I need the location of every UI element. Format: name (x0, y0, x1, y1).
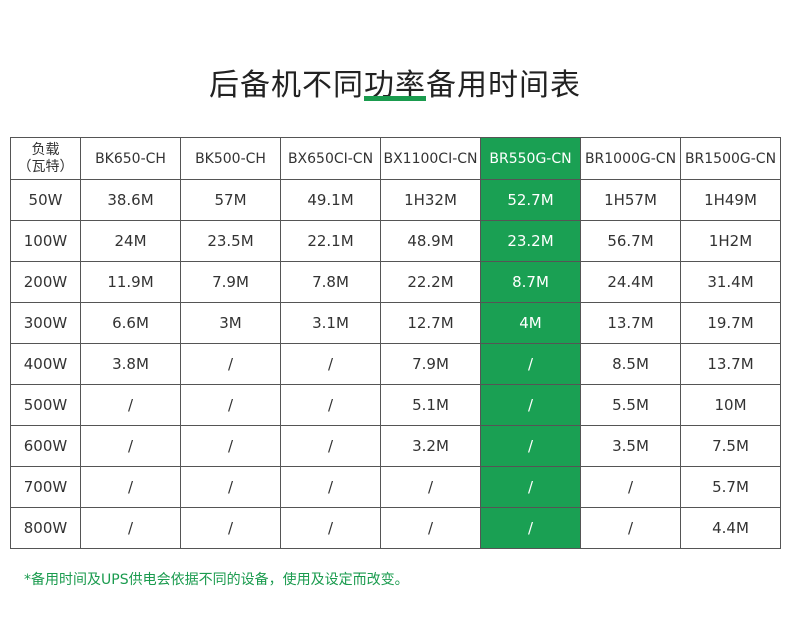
runtime-cell: 5.5M (580, 384, 681, 426)
runtime-cell-highlighted: 52.7M (480, 179, 581, 221)
load-cell: 400W (10, 343, 81, 385)
runtime-cell: 1H32M (380, 179, 481, 221)
runtime-cell-highlighted: / (480, 384, 581, 426)
table-row: 800W / / / / //4.4M (10, 507, 781, 549)
runtime-cell: 19.7M (680, 302, 781, 344)
runtime-cell: / (580, 507, 681, 549)
runtime-cell: 7.9M (180, 261, 281, 303)
runtime-cell-highlighted: / (480, 507, 581, 549)
runtime-cell: 7.9M (380, 343, 481, 385)
runtime-cell: 49.1M (280, 179, 381, 221)
runtime-cell: 3.8M (80, 343, 181, 385)
model-header: BK650-CH (80, 137, 181, 180)
load-cell: 300W (10, 302, 81, 344)
runtime-cell: / (280, 466, 381, 508)
runtime-cell-highlighted: 23.2M (480, 220, 581, 262)
runtime-cell: / (180, 384, 281, 426)
runtime-cell-highlighted: 8.7M (480, 261, 581, 303)
runtime-cell: 7.5M (680, 425, 781, 467)
runtime-cell: / (180, 466, 281, 508)
load-cell: 50W (10, 179, 81, 221)
runtime-cell: / (180, 343, 281, 385)
runtime-cell: 57M (180, 179, 281, 221)
runtime-cell: 22.2M (380, 261, 481, 303)
table-header-row: 负载 （瓦特） BK650-CH BK500-CH BX650CI-CN BX1… (10, 137, 781, 180)
runtime-cell: 6.6M (80, 302, 181, 344)
runtime-cell: 1H57M (580, 179, 681, 221)
runtime-cell: / (80, 507, 181, 549)
load-cell: 100W (10, 220, 81, 262)
runtime-cell: / (280, 343, 381, 385)
model-header: BR1000G-CN (580, 137, 681, 180)
runtime-cell: / (280, 425, 381, 467)
load-cell: 200W (10, 261, 81, 303)
table-row: 600W / //3.2M/3.5M 7.5M (10, 425, 781, 467)
load-header-line1: 负载 (31, 141, 60, 158)
load-header: 负载 （瓦特） (10, 137, 81, 180)
table-row: 700W / / / / //5.7M (10, 466, 781, 508)
runtime-cell: 1H49M (680, 179, 781, 221)
table-row: 500W / //5.1M/5.5M 10M (10, 384, 781, 426)
runtime-cell: / (380, 507, 481, 549)
runtime-cell: 24M (80, 220, 181, 262)
runtime-cell-highlighted: / (480, 343, 581, 385)
model-header: BX650CI-CN (280, 137, 381, 180)
runtime-table: 负载 （瓦特） BK650-CH BK500-CH BX650CI-CN BX1… (10, 137, 781, 549)
runtime-cell: 24.4M (580, 261, 681, 303)
runtime-cell: / (80, 425, 181, 467)
table-row: 50W 38.6M 57M 49.1M 1H32M 52.7M 1H57M 1H49M (10, 179, 781, 221)
runtime-cell: 22.1M (280, 220, 381, 262)
runtime-cell: / (380, 466, 481, 508)
runtime-cell: 12.7M (380, 302, 481, 344)
runtime-cell: / (280, 384, 381, 426)
runtime-cell: 3M (180, 302, 281, 344)
runtime-cell: 56.7M (580, 220, 681, 262)
runtime-cell: / (280, 507, 381, 549)
runtime-cell: / (180, 425, 281, 467)
footnote: *备用时间及UPS供电会依据不同的设备，使用及设定而改变。 (24, 572, 409, 588)
runtime-cell: 13.7M (680, 343, 781, 385)
runtime-cell: 23.5M (180, 220, 281, 262)
runtime-cell: 48.9M (380, 220, 481, 262)
runtime-cell-highlighted: 4M (480, 302, 581, 344)
runtime-cell-highlighted: / (480, 425, 581, 467)
runtime-cell: / (80, 384, 181, 426)
table-row: 100W 24M 23.5M 22.1M 48.9M 23.2M 56.7M 1H2M (10, 220, 781, 262)
table-row: 300W 6.6M 3M 3.1M 12.7M 4M 13.7M 19.7M (10, 302, 781, 344)
runtime-cell: 5.1M (380, 384, 481, 426)
load-cell: 700W (10, 466, 81, 508)
runtime-cell: / (580, 466, 681, 508)
runtime-cell: 11.9M (80, 261, 181, 303)
runtime-cell: 31.4M (680, 261, 781, 303)
runtime-cell: 5.7M (680, 466, 781, 508)
title-underline (364, 96, 426, 101)
runtime-cell: / (80, 466, 181, 508)
runtime-cell-highlighted: / (480, 466, 581, 508)
runtime-cell: 13.7M (580, 302, 681, 344)
table-row: 200W 11.9M 7.9M 7.8M 22.2M 8.7M 24.4M 31.4M (10, 261, 781, 303)
runtime-cell: 3.1M (280, 302, 381, 344)
model-header-highlighted: BR550G-CN (480, 137, 581, 180)
model-header: BX1100CI-CN (380, 137, 481, 180)
runtime-cell: 3.5M (580, 425, 681, 467)
runtime-cell: 3.2M (380, 425, 481, 467)
model-header: BR1500G-CN (680, 137, 781, 180)
runtime-cell: 7.8M (280, 261, 381, 303)
runtime-cell: 10M (680, 384, 781, 426)
table-row: 400W 3.8M //7.9M/8.5M 13.7M (10, 343, 781, 385)
runtime-cell: 4.4M (680, 507, 781, 549)
runtime-cell: 8.5M (580, 343, 681, 385)
runtime-cell: / (180, 507, 281, 549)
runtime-cell: 1H2M (680, 220, 781, 262)
load-cell: 500W (10, 384, 81, 426)
load-cell: 600W (10, 425, 81, 467)
model-header: BK500-CH (180, 137, 281, 180)
runtime-cell: 38.6M (80, 179, 181, 221)
load-header-line2: （瓦特） (17, 158, 74, 175)
load-cell: 800W (10, 507, 81, 549)
